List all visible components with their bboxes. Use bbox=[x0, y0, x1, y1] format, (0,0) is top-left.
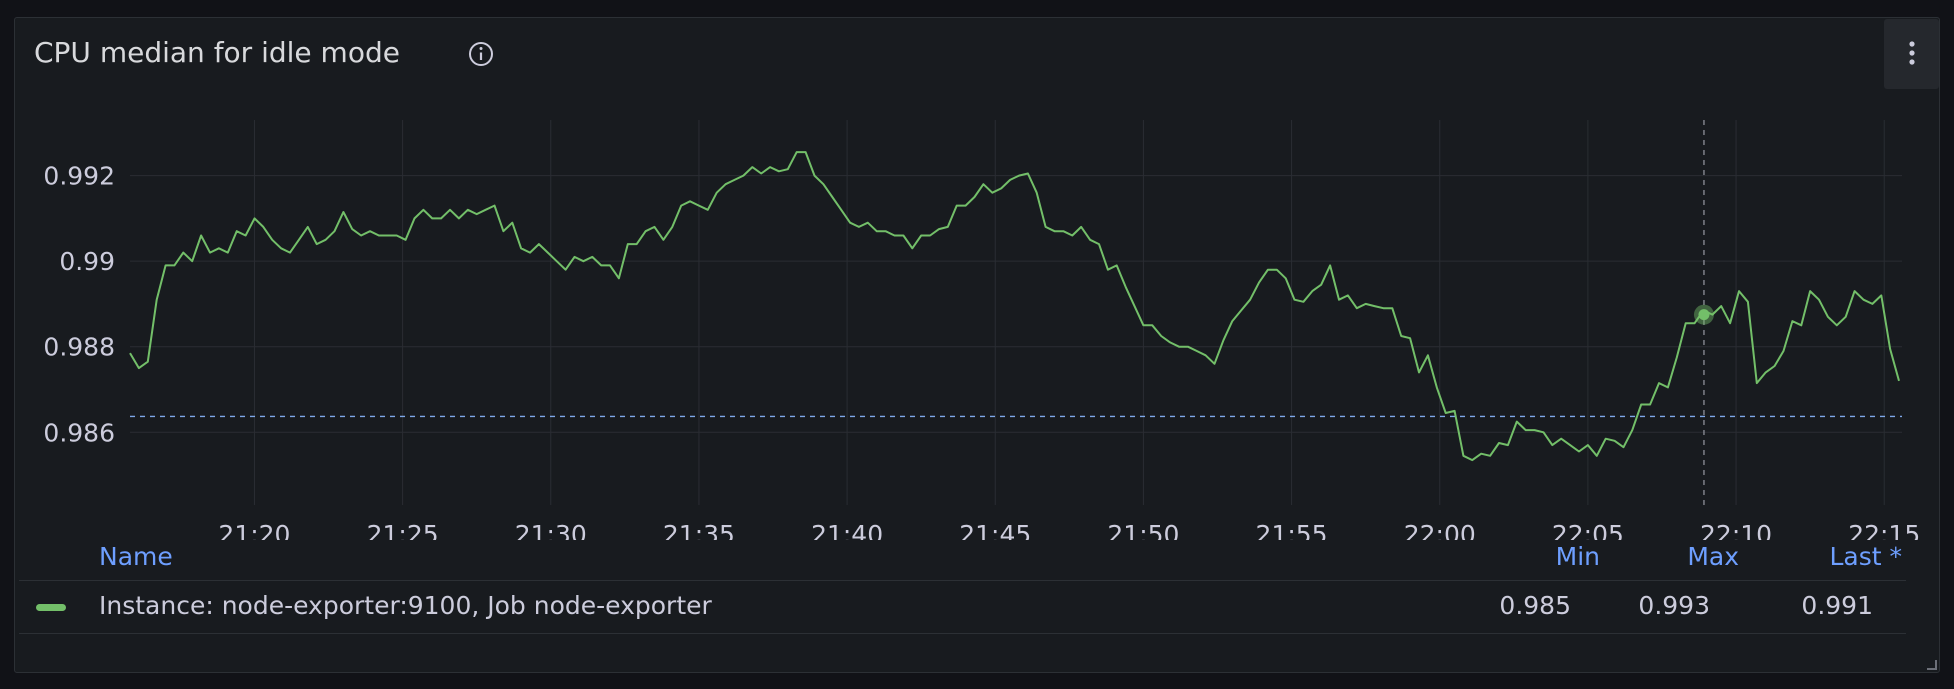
y-tick-label: 0.992 bbox=[43, 162, 115, 191]
panel: CPU median for idle mode bbox=[14, 17, 1940, 673]
hover-point[interactable] bbox=[1698, 309, 1710, 321]
kebab-menu-icon bbox=[1909, 41, 1915, 65]
panel-menu-button[interactable] bbox=[1884, 19, 1939, 89]
x-tick-label: 21:40 bbox=[811, 520, 883, 540]
legend-series-swatch[interactable] bbox=[36, 604, 66, 611]
legend-row[interactable]: Instance: node-exporter:9100, Job node-e… bbox=[19, 580, 1906, 634]
legend-max-value: 0.993 bbox=[1638, 591, 1710, 620]
chart-grid bbox=[130, 120, 1902, 505]
y-tick-label: 0.988 bbox=[43, 333, 115, 362]
legend-header-max[interactable]: Max bbox=[1687, 542, 1739, 571]
x-tick-label: 21:30 bbox=[515, 520, 587, 540]
series-line-node-exporter[interactable] bbox=[129, 151, 1900, 462]
legend-header-min[interactable]: Min bbox=[1555, 542, 1600, 571]
x-tick-label: 21:35 bbox=[663, 520, 735, 540]
line-chart[interactable]: 0.986 0.988 0.99 0.992 21:20 21:25 21:30 21:35 2… bbox=[0, 0, 1954, 540]
x-tick-label: 21:45 bbox=[959, 520, 1031, 540]
x-tick-label: 22:10 bbox=[1700, 520, 1772, 540]
y-tick-label: 0.986 bbox=[43, 418, 115, 447]
x-tick-label: 21:25 bbox=[367, 520, 439, 540]
legend-last-value: 0.991 bbox=[1801, 591, 1873, 620]
legend-min-value: 0.985 bbox=[1499, 591, 1571, 620]
y-tick-label: 0.99 bbox=[59, 247, 115, 276]
x-tick-label: 22:15 bbox=[1848, 520, 1920, 540]
x-tick-label: 22:05 bbox=[1552, 520, 1624, 540]
x-tick-label: 22:00 bbox=[1404, 520, 1476, 540]
legend-header-last[interactable]: Last * bbox=[1829, 542, 1902, 571]
resize-handle-icon[interactable] bbox=[1925, 658, 1937, 670]
x-tick-label: 21:20 bbox=[218, 520, 290, 540]
x-tick-label: 21:50 bbox=[1107, 520, 1179, 540]
legend-series-name[interactable]: Instance: node-exporter:9100, Job node-e… bbox=[99, 591, 712, 620]
panel-title: CPU median for idle mode bbox=[34, 36, 400, 69]
chart-axes: 0.986 0.988 0.99 0.992 21:20 21:25 21:30 21:35 2… bbox=[43, 162, 1920, 540]
info-circle-icon[interactable] bbox=[466, 39, 496, 69]
legend-header-name[interactable]: Name bbox=[99, 542, 173, 571]
x-tick-label: 21:55 bbox=[1256, 520, 1328, 540]
